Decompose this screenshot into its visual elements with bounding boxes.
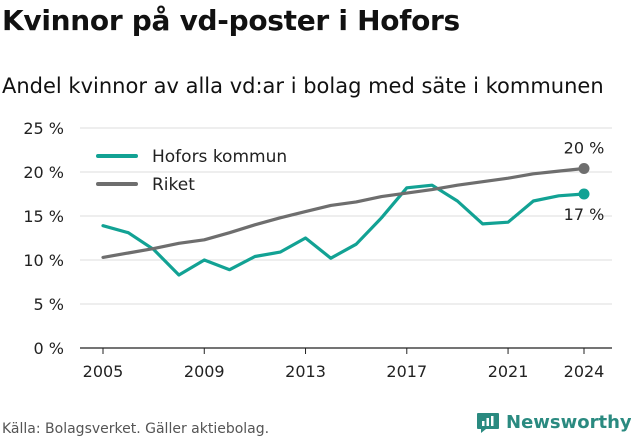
newsworthy-logo-icon xyxy=(477,413,499,433)
chart-title: Kvinnor på vd-poster i Hofors xyxy=(2,4,460,37)
x-tick-label: 2005 xyxy=(83,362,124,381)
series-line-hofors xyxy=(101,183,586,277)
legend: Hofors kommun Riket xyxy=(96,147,287,195)
x-tick-label: 2009 xyxy=(184,362,225,381)
series-end-point xyxy=(578,188,590,200)
y-axis-ticks: 0 % 5 % 10 % 15 % 20 % 25 % xyxy=(23,119,64,358)
series-lines: 17 % 20 % xyxy=(101,138,605,277)
y-tick-label: 5 % xyxy=(34,295,64,314)
x-tick-label: 2024 xyxy=(564,362,605,381)
chart-subtitle: Andel kvinnor av alla vd:ar i bolag med … xyxy=(2,74,604,98)
y-tick-label: 20 % xyxy=(23,163,64,182)
legend-label: Hofors kommun xyxy=(152,147,287,167)
line-chart: 0 %5 %10 %15 %20 %25 % 2005 2009 2013 2017 2… xyxy=(23,119,612,381)
series-end-label: 20 % xyxy=(564,138,605,157)
series-line-riket xyxy=(101,166,586,259)
grid-lines xyxy=(80,127,612,349)
series-end-point xyxy=(578,162,590,174)
y-tick-label: 0 % xyxy=(34,339,64,358)
y-tick-label: 15 % xyxy=(23,207,64,226)
series-end-label: 17 % xyxy=(564,205,605,224)
brand-name: Newsworthy xyxy=(506,411,631,433)
x-tick-label: 2021 xyxy=(488,362,529,381)
x-axis-ticks: 2005 2009 2013 2017 2021 2024 xyxy=(83,348,605,381)
y-tick-label: 10 % xyxy=(23,251,64,270)
brand-logo: Newsworthy xyxy=(476,410,631,434)
x-tick-label: 2013 xyxy=(285,362,326,381)
y-tick-label: 25 % xyxy=(23,119,64,138)
legend-label: Riket xyxy=(152,175,195,195)
source-note: Källa: Bolagsverket. Gäller aktiebolag. xyxy=(2,421,270,437)
x-tick-label: 2017 xyxy=(386,362,427,381)
